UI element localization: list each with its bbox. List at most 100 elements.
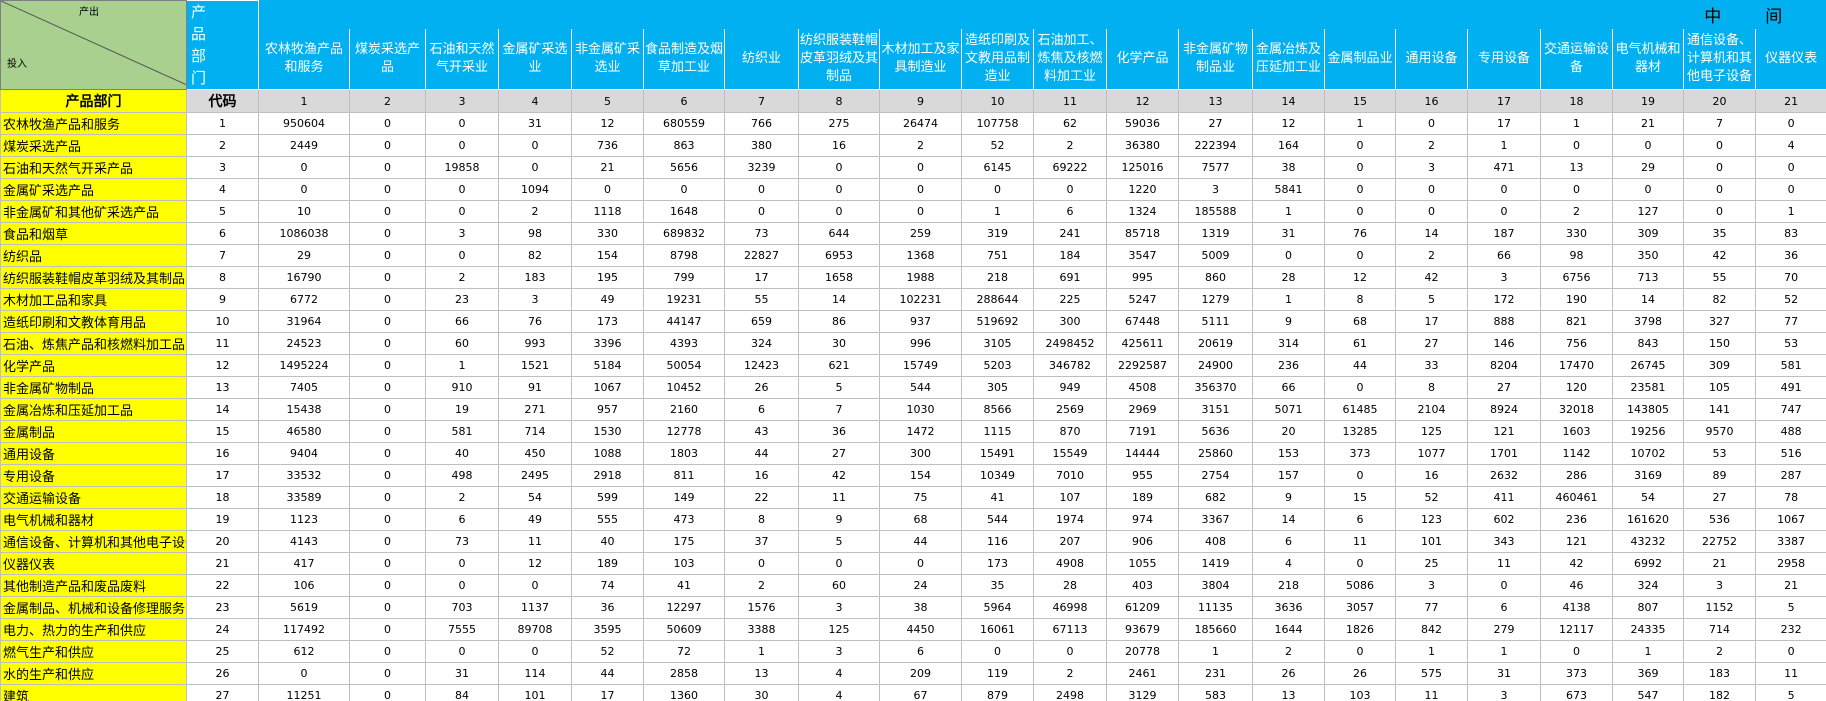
row-code: 3 (186, 156, 259, 179)
cell-value: 157 (1252, 464, 1325, 487)
cell-value: 680559 (643, 112, 725, 135)
cell-value: 36 (571, 596, 644, 619)
cell-value: 98 (1540, 244, 1613, 267)
cell-value: 75 (879, 486, 962, 509)
cell-value: 11 (498, 530, 572, 553)
cell-value: 0 (498, 640, 572, 663)
cell-value: 2 (1540, 200, 1613, 223)
cell-value: 38 (879, 596, 962, 619)
cell-value: 83 (1754, 222, 1826, 245)
cell-value: 6992 (1612, 552, 1684, 575)
cell-value: 327 (1683, 310, 1756, 333)
cell-value: 0 (425, 112, 499, 135)
cell-value: 1094 (498, 178, 572, 201)
cell-value: 53 (1683, 442, 1756, 465)
cell-value: 127 (1612, 200, 1684, 223)
cell-value: 218 (961, 266, 1034, 289)
cell-value: 1115 (961, 420, 1034, 443)
cell-value: 5071 (1252, 398, 1325, 421)
cell-value: 190 (1540, 288, 1613, 311)
cell-value: 0 (349, 442, 426, 465)
cell-value: 67 (879, 684, 962, 701)
column-name: 食品制造及烟草加工业 (643, 27, 725, 91)
cell-value: 9570 (1683, 420, 1756, 443)
cell-value: 7010 (1033, 464, 1107, 487)
cell-value: 516 (1754, 442, 1826, 465)
column-code: 5 (571, 89, 644, 113)
cell-value: 2 (425, 486, 499, 509)
cell-value: 10452 (643, 376, 725, 399)
data-row: 非金属矿物制品 13 7405 0 910 91 1067 10452 26 5 544 305 949… (0, 376, 1826, 399)
cell-value: 31964 (258, 310, 350, 333)
cell-value: 7 (798, 398, 880, 421)
cell-value: 0 (349, 376, 426, 399)
cell-value: 0 (1324, 156, 1396, 179)
cell-value: 24523 (258, 332, 350, 355)
cell-value: 22752 (1683, 530, 1756, 553)
cell-value: 1701 (1467, 442, 1541, 465)
cell-value: 2569 (1033, 398, 1107, 421)
cell-value: 0 (1324, 178, 1396, 201)
cell-value: 993 (498, 332, 572, 355)
cell-value: 20619 (1178, 332, 1253, 355)
cell-value: 974 (1106, 508, 1179, 531)
cell-value: 19858 (425, 156, 499, 179)
cell-value: 5 (798, 376, 880, 399)
cell-value: 153 (1252, 442, 1325, 465)
cell-value: 460461 (1540, 486, 1613, 509)
cell-value: 0 (349, 310, 426, 333)
cell-value: 3129 (1106, 684, 1179, 701)
column-name: 交通运输设备 (1540, 27, 1613, 91)
cell-value: 691 (1033, 266, 1107, 289)
row-code: 24 (186, 618, 259, 641)
cell-value: 209 (879, 662, 962, 685)
cell-value: 175 (643, 530, 725, 553)
cell-value: 4143 (258, 530, 350, 553)
cell-value: 29 (258, 244, 350, 267)
cell-value: 807 (1612, 596, 1684, 619)
cell-value: 536 (1683, 508, 1756, 531)
row-code: 21 (186, 552, 259, 575)
cell-value: 910 (425, 376, 499, 399)
cell-value: 42 (798, 464, 880, 487)
row-code: 26 (186, 662, 259, 685)
cell-value: 1123 (258, 508, 350, 531)
cell-value: 164 (1252, 134, 1325, 157)
cell-value: 14 (1395, 222, 1468, 245)
row-code: 5 (186, 200, 259, 223)
cell-value: 9404 (258, 442, 350, 465)
cell-value: 0 (349, 112, 426, 135)
cell-value: 19 (425, 398, 499, 421)
cell-value: 17 (1467, 112, 1541, 135)
cell-value: 3 (798, 596, 880, 619)
cell-value: 1658 (798, 266, 880, 289)
sector-title: 产品部门 (186, 0, 259, 90)
cell-value: 575 (1395, 662, 1468, 685)
cell-value: 417 (258, 552, 350, 575)
cell-value: 5 (798, 530, 880, 553)
data-row: 化学产品 12 1495224 0 1 1521 5184 50054 12423 621 1574… (0, 354, 1826, 377)
cell-value: 12 (1324, 266, 1396, 289)
cell-value: 9 (1252, 486, 1325, 509)
corner-output: 产出 (79, 7, 99, 18)
cell-value: 46580 (258, 420, 350, 443)
cell-value: 5009 (1178, 244, 1253, 267)
cell-value: 21 (1754, 574, 1826, 597)
column-name: 金属冶炼及压延加工业 (1252, 27, 1325, 91)
cell-value: 13285 (1324, 420, 1396, 443)
cell-value: 319 (961, 222, 1034, 245)
cell-value: 4138 (1540, 596, 1613, 619)
cell-value: 17 (724, 266, 799, 289)
cell-value: 5619 (258, 596, 350, 619)
cell-value: 0 (724, 200, 799, 223)
column-code: 11 (1033, 89, 1107, 113)
cell-value: 27 (1395, 332, 1468, 355)
cell-value: 44 (571, 662, 644, 685)
cell-value: 4508 (1106, 376, 1179, 399)
cell-value: 125016 (1106, 156, 1179, 179)
cell-value: 12297 (643, 596, 725, 619)
row-name: 纺织品 (0, 244, 187, 267)
cell-value: 5 (1754, 596, 1826, 619)
cell-value: 8798 (643, 244, 725, 267)
cell-value: 279 (1467, 618, 1541, 641)
